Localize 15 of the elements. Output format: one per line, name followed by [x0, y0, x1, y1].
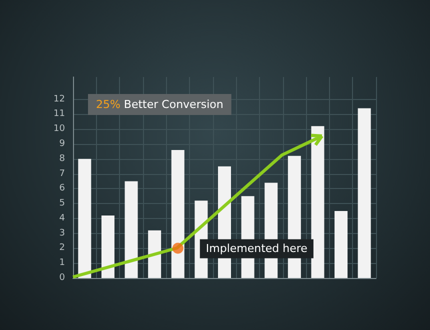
y-tick-label: 2	[59, 243, 65, 254]
y-tick-label: 1	[59, 258, 65, 268]
y-tick-label: 7	[59, 168, 65, 179]
y-tick-label: 6	[59, 184, 66, 194]
annotation: Implemented here	[206, 242, 308, 256]
y-tick-label: 0	[59, 273, 66, 283]
y-tick-label: 9	[59, 139, 66, 149]
y-tick-label: 12	[54, 94, 65, 104]
y-tick-label: 8	[59, 154, 66, 164]
y-tick-label: 4	[59, 213, 66, 224]
y-tick-label: 10	[54, 124, 66, 134]
annotation: 25% Better Conversion	[96, 98, 224, 111]
y-tick-label: 3	[59, 228, 65, 238]
y-tick-label: 5	[59, 198, 65, 209]
y-tick-label: 11	[54, 109, 65, 120]
